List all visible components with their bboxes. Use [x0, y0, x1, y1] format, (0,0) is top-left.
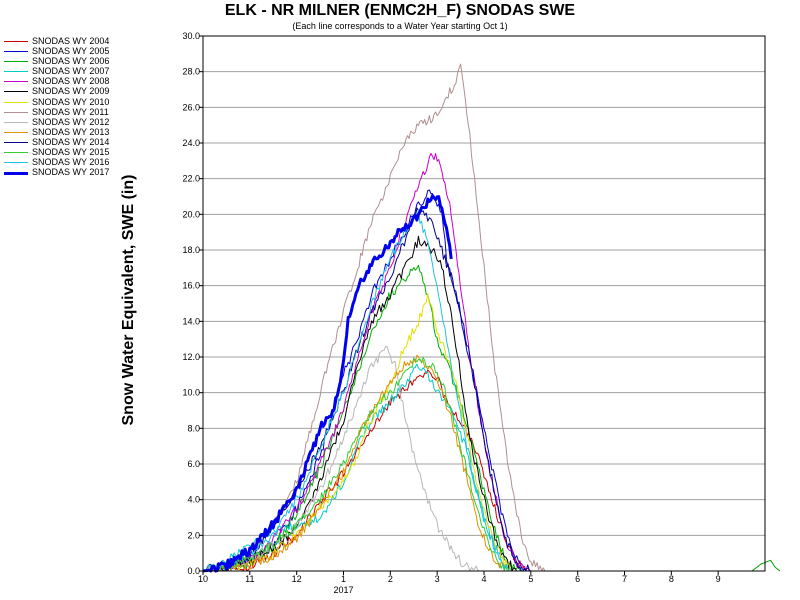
- series-line-11: [202, 207, 527, 572]
- legend-swatch: [4, 172, 28, 176]
- legend-label: SNODAS WY 2006: [32, 56, 110, 67]
- legend-label: SNODAS WY 2014: [32, 136, 110, 147]
- series-line-1: [202, 369, 531, 572]
- legend-label: SNODAS WY 2013: [32, 126, 110, 137]
- legend-swatch: [4, 131, 28, 133]
- x-tick-label: 10: [198, 574, 208, 584]
- y-tick-label: 28.0: [182, 67, 200, 77]
- chart-title: ELK - NR MILNER (ENMC2H_F) SNODAS SWE: [224, 2, 576, 19]
- y-tick-label: 14.0: [182, 316, 200, 326]
- legend-label: SNODAS WY 2007: [32, 66, 110, 77]
- legend-label: SNODAS WY 2012: [32, 116, 110, 127]
- legend-label: SNODAS WY 2008: [32, 76, 110, 87]
- y-tick-label: 16.0: [182, 281, 200, 291]
- series-line-3: [202, 264, 522, 572]
- legend-label: SNODAS WY 2017: [32, 167, 110, 178]
- legend-swatch: [4, 121, 28, 123]
- series-line-13: [202, 209, 513, 572]
- y-tick-label: 0.0: [187, 566, 200, 576]
- x-tick-label: 6: [575, 574, 580, 584]
- x-tick-label: 8: [669, 574, 674, 584]
- series-line-10: [202, 354, 508, 572]
- legend-swatch: [4, 51, 28, 53]
- series-line-2: [202, 189, 532, 572]
- plot-frame: [202, 35, 766, 572]
- series-layer: [202, 63, 781, 573]
- legend-swatch: [4, 91, 28, 93]
- y-tick-label: 30.0: [182, 31, 200, 41]
- legend-swatch: [4, 41, 28, 42]
- y-tick-label: 24.0: [182, 138, 200, 148]
- legend-label: SNODAS WY 2004: [32, 36, 110, 46]
- legend-label: SNODAS WY 2016: [32, 157, 110, 168]
- y-tick-label: 2.0: [187, 530, 200, 540]
- legend-label: SNODAS WY 2015: [32, 147, 110, 158]
- y-tick-label: 6.0: [187, 459, 200, 469]
- y-tick-label: 12.0: [182, 352, 200, 362]
- legend-label: SNODAS WY 2011: [32, 106, 109, 117]
- chart-subtitle: (Each line corresponds to a Water Year s…: [292, 21, 508, 31]
- legend-swatch: [4, 111, 28, 113]
- series-line-14: [202, 194, 453, 573]
- legend-swatch: [4, 162, 28, 164]
- x-year-label: 2017: [333, 585, 353, 595]
- legend-swatch: [4, 71, 28, 73]
- series-line-12: [202, 356, 508, 572]
- y-tick-label: 26.0: [182, 102, 200, 112]
- legend-swatch: [4, 81, 28, 83]
- legend-label: SNODAS WY 2010: [32, 96, 110, 107]
- x-tick-label: 11: [245, 574, 254, 584]
- y-tick-label: 8.0: [187, 423, 200, 433]
- y-tick-label: 18.0: [182, 245, 200, 255]
- legend-label: SNODAS WY 2009: [32, 86, 110, 97]
- series-line-15: [751, 559, 781, 572]
- legend-swatch: [4, 152, 28, 154]
- x-tick-label: 9: [716, 574, 721, 584]
- legend-label: SNODAS WY 2005: [32, 46, 110, 57]
- x-tick-label: 5: [528, 574, 533, 584]
- series-line-6: [202, 235, 518, 572]
- x-tick-label: 3: [435, 574, 440, 584]
- x-tick-label: 1: [341, 574, 346, 584]
- x-tick-label: 2: [388, 574, 393, 584]
- y-tick-label: 4.0: [187, 495, 200, 505]
- series-line-7: [202, 293, 513, 572]
- y-tick-label: 20.0: [182, 209, 200, 219]
- x-tick-label: 7: [622, 574, 627, 584]
- legend-swatch: [4, 61, 28, 63]
- legend-swatch: [4, 101, 28, 103]
- legend-swatch: [4, 141, 28, 143]
- y-tick-label: 10.0: [182, 388, 200, 398]
- grid: [203, 71, 765, 536]
- x-tick-label: 12: [292, 574, 302, 584]
- y-tick-label: 22.0: [182, 174, 200, 184]
- series-line-4: [202, 363, 513, 572]
- y-axis: 0.0 2.0 4.0 6.0 8.0 10.0 12.0 14.0 16.0 18.0 20.0 2…: [182, 31, 203, 576]
- x-tick-label: 4: [481, 574, 486, 584]
